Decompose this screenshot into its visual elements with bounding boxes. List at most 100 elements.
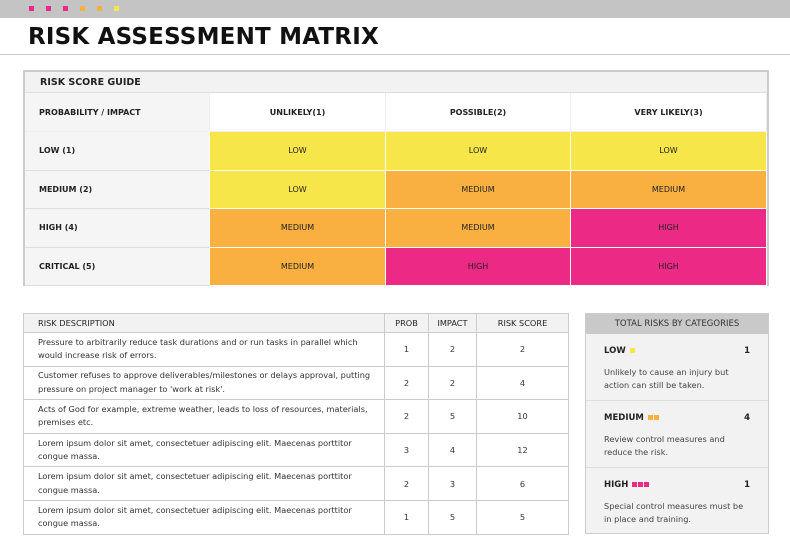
risk-description: Lorem ipsum dolor sit amet, consectetuer… [23,466,385,501]
table-row: Pressure to arbitrarily reduce task dura… [23,332,569,367]
category-header: LOW 1 [604,346,750,356]
column-value: (1) [312,107,326,117]
risk-cell: HIGH [571,247,767,286]
risk-table: RISK DESCRIPTION PROB IMPACT RISK SCORE Pre… [23,313,569,535]
row-label: LOW (1) [25,132,210,171]
matrix-title: RISK SCORE GUIDE [25,72,767,93]
matrix-row: HIGH (4) MEDIUM MEDIUM HIGH [25,209,767,248]
category-description: Special control measures must be in plac… [604,501,744,524]
category-name: LOW [604,346,626,356]
risk-cell: HIGH [571,209,767,248]
risk-score: 2 [476,332,569,367]
page-title: RISK ASSESSMENT MATRIX [28,24,379,50]
impact-value: 5 [428,399,477,434]
category-name: MEDIUM [604,413,644,423]
impact-value: 5 [428,499,477,535]
header-dot [29,6,34,11]
risk-description: Customer refuses to approve deliverables… [23,365,385,401]
matrix-row: CRITICAL (5) MEDIUM HIGH HIGH [25,247,767,286]
column-value: (3) [689,107,703,117]
risk-description: Lorem ipsum dolor sit amet, consectetuer… [23,499,385,535]
row-label: CRITICAL (5) [25,247,210,286]
matrix-row: MEDIUM (2) LOW MEDIUM MEDIUM [25,170,767,209]
top-bar [0,0,790,18]
category-medium: MEDIUM 4 Review control measures and redu… [586,401,768,468]
column-label: UNLIKELY [269,107,313,117]
header-dot [97,6,102,11]
matrix-row: LOW (1) LOW LOW LOW [25,132,767,171]
risk-score: 10 [476,399,569,434]
impact-column-header: UNLIKELY (1) [210,93,386,132]
risk-cell: HIGH [386,247,571,286]
risk-score-guide: RISK SCORE GUIDE PROBABILITY / IMPACT UNL… [23,70,769,286]
prob-value: 1 [384,332,429,367]
table-row: Customer refuses to approve deliverables… [23,365,569,401]
risk-cell: MEDIUM [386,209,571,248]
prob-value: 2 [384,399,429,434]
impact-column-header: POSSIBLE (2) [386,93,571,132]
row-label: MEDIUM (2) [25,170,210,209]
prob-value: 1 [384,499,429,535]
table-row: Lorem ipsum dolor sit amet, consectetuer… [23,466,569,501]
row-label: HIGH (4) [25,209,210,248]
table-row: Lorem ipsum dolor sit amet, consectetuer… [23,499,569,535]
header-dot [80,6,85,11]
totals-panel: TOTAL RISKS BY CATEGORIES LOW 1 Unlikely … [585,313,769,534]
impact-value: 2 [428,332,477,367]
level-square-icon [653,415,659,420]
category-label: HIGH [604,480,650,490]
category-header: HIGH 1 [604,480,750,490]
column-value: (2) [493,107,507,117]
prob-value: 2 [384,466,429,501]
category-label: LOW [604,346,635,356]
impact-value: 3 [428,466,477,501]
impact-column-header: VERY LIKELY (3) [571,93,767,132]
prob-value: 3 [384,432,429,468]
risk-cell: MEDIUM [571,170,767,209]
column-label: VERY LIKELY [634,107,690,117]
level-square-icon [629,348,635,353]
totals-title: TOTAL RISKS BY CATEGORIES [586,314,768,334]
matrix-header-row: PROBABILITY / IMPACT UNLIKELY (1) POSSIBLE(… [25,93,767,132]
level-square-icon [638,482,644,487]
column-header: RISK SCORE [476,313,569,333]
level-square-icon [644,482,650,487]
risk-cell: MEDIUM [386,170,571,209]
level-square-icon [632,482,638,487]
header-dot [114,6,119,11]
impact-value: 2 [428,365,477,401]
risk-cell: MEDIUM [210,209,386,248]
category-header: MEDIUM 4 [604,413,750,423]
risk-score: 5 [476,499,569,535]
column-header: IMPACT [428,313,477,333]
risk-cell: LOW [386,132,571,171]
risk-cell: LOW [210,132,386,171]
impact-value: 4 [428,432,477,468]
category-description: Unlikely to cause an injury but action c… [604,367,729,390]
risk-description: Pressure to arbitrarily reduce task dura… [23,332,385,367]
matrix-corner-label: PROBABILITY / IMPACT [25,93,210,132]
risk-cell: LOW [210,170,386,209]
category-description: Review control measures and reduce the r… [604,434,725,457]
category-low: LOW 1 Unlikely to cause an injury but act… [586,334,768,401]
column-header: RISK DESCRIPTION [23,313,385,333]
risk-description: Lorem ipsum dolor sit amet, consectetuer… [23,432,385,468]
table-row: Lorem ipsum dolor sit amet, consectetuer… [23,432,569,468]
category-high: HIGH 1 Special control measures must be i… [586,468,768,535]
risk-cell: MEDIUM [210,247,386,286]
risk-cell: LOW [571,132,767,171]
header-dot [63,6,68,11]
risk-description: Acts of God for example, extreme weather… [23,399,385,434]
level-square-icon [647,415,653,420]
table-row: Acts of God for example, extreme weather… [23,399,569,434]
category-count: 1 [744,346,750,356]
category-count: 4 [744,413,750,423]
prob-value: 2 [384,365,429,401]
category-count: 1 [744,480,750,490]
divider [0,54,790,55]
risk-score: 4 [476,365,569,401]
category-name: HIGH [604,480,629,490]
risk-score: 6 [476,466,569,501]
header-dot [46,6,51,11]
column-label: POSSIBLE [449,107,494,117]
